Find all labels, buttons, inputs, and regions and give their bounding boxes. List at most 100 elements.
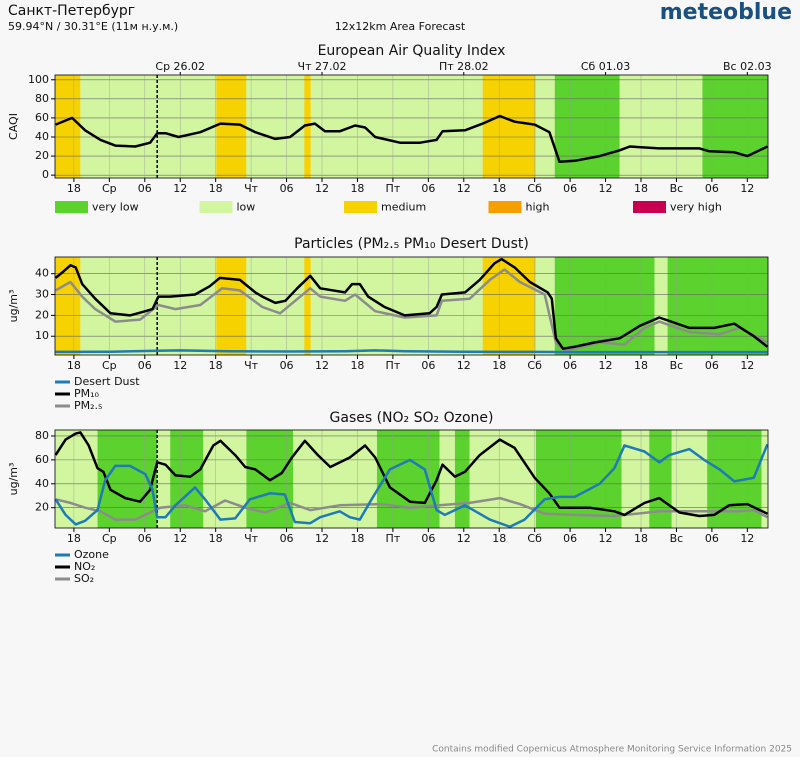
day-label: Пт 28.02 [439,60,489,73]
legend-label: very high [670,201,722,214]
panel-title: Particles (PM₂.₅ PM₁₀ Desert Dust) [294,236,529,252]
x-tick-label: 06 [563,359,577,372]
legend-label: Ozone [74,548,109,561]
x-tick-label: 18 [67,532,81,545]
x-tick-label: Чт [244,359,259,372]
x-tick-label: Ср [102,532,117,545]
x-tick-label: 06 [705,359,719,372]
x-tick-label: 18 [492,182,506,195]
category-band [761,430,768,528]
category-band [304,257,311,355]
x-tick-label: 18 [492,359,506,372]
x-tick-label: 12 [315,359,329,372]
category-band [535,257,555,355]
y-axis-label: CAQI [7,113,20,140]
x-tick-label: 18 [350,532,364,545]
x-tick-label: 06 [138,359,152,372]
day-label: Ср 26.02 [155,60,205,73]
x-tick-label: 06 [138,532,152,545]
x-tick-label: 12 [740,359,754,372]
legend-label: high [526,201,550,214]
category-band [619,75,703,178]
y-axis-label: ug/m³ [7,463,20,496]
series-line [55,496,768,521]
x-tick-label: 18 [67,182,81,195]
x-tick-label: Сб [527,532,542,545]
x-tick-label: 12 [457,532,471,545]
day-label: Чт 27.02 [298,60,347,73]
category-band [482,257,536,355]
category-band [246,75,305,178]
x-tick-label: 18 [350,359,364,372]
x-tick-label: 18 [209,359,223,372]
x-tick-label: 06 [280,359,294,372]
category-band [469,430,536,528]
category-band [216,257,247,355]
x-tick-label: 18 [634,532,648,545]
y-axis-label: ug/m³ [7,290,20,323]
x-tick-label: Вс [670,359,684,372]
panel-title: European Air Quality Index [318,43,506,59]
location: Санкт-Петербург [8,3,135,19]
category-band [654,257,668,355]
legend-label: low [237,201,256,214]
y-tick-label: 80 [35,92,49,105]
y-tick-label: 40 [35,477,49,490]
x-tick-label: Вс [670,532,684,545]
x-tick-label: Пт [386,359,401,372]
legend-swatch [633,201,666,213]
legend-swatch [488,201,522,213]
category-band [80,75,217,178]
x-tick-label: 06 [280,182,294,195]
category-band [482,75,536,178]
x-tick-label: 12 [599,182,613,195]
x-tick-label: 18 [350,182,364,195]
category-band [535,75,555,178]
legend-label: PM₂.₅ [74,399,102,412]
plot-frame [54,74,769,179]
legend-label: medium [381,201,426,214]
y-tick-label: 40 [35,130,49,143]
x-tick-label: Ср [102,359,117,372]
legend-label: Desert Dust [74,375,140,388]
series-line [54,443,769,529]
y-tick-label: 20 [35,149,49,162]
legend-label: NO₂ [74,560,95,573]
series-line [55,114,768,164]
x-tick-label: 06 [421,532,435,545]
category-band [157,430,171,528]
x-tick-label: 12 [457,182,471,195]
x-tick-label: 12 [173,532,187,545]
coords: 59.94°N / 30.31°E (11м н.у.м.) [8,20,178,33]
x-tick-label: 18 [67,359,81,372]
y-tick-label: 0 [42,168,49,181]
y-tick-label: 80 [35,429,49,442]
x-tick-label: 18 [492,532,506,545]
y-tick-label: 20 [35,308,49,321]
day-label: Вс 02.03 [723,60,772,73]
x-tick-label: 12 [740,182,754,195]
logo: meteoblue [660,0,792,25]
category-band [667,257,768,355]
plot-frame [54,429,769,529]
x-tick-label: 18 [634,359,648,372]
x-tick-label: 18 [634,182,648,195]
category-band [554,257,655,355]
x-tick-label: 12 [315,532,329,545]
x-tick-label: 12 [599,359,613,372]
y-tick-label: 60 [35,453,49,466]
y-tick-label: 30 [35,288,49,301]
x-tick-label: 06 [705,182,719,195]
category-band [304,75,311,178]
category-band [170,430,204,528]
y-tick-label: 10 [35,329,49,342]
series-line [54,431,768,518]
category-band [454,430,470,528]
x-tick-label: Пт [386,532,401,545]
forecast-label: 12x12km Area Forecast [335,20,466,33]
x-tick-label: Вс [670,182,684,195]
x-tick-label: 18 [209,182,223,195]
x-tick-label: 06 [563,532,577,545]
x-tick-label: 12 [173,182,187,195]
